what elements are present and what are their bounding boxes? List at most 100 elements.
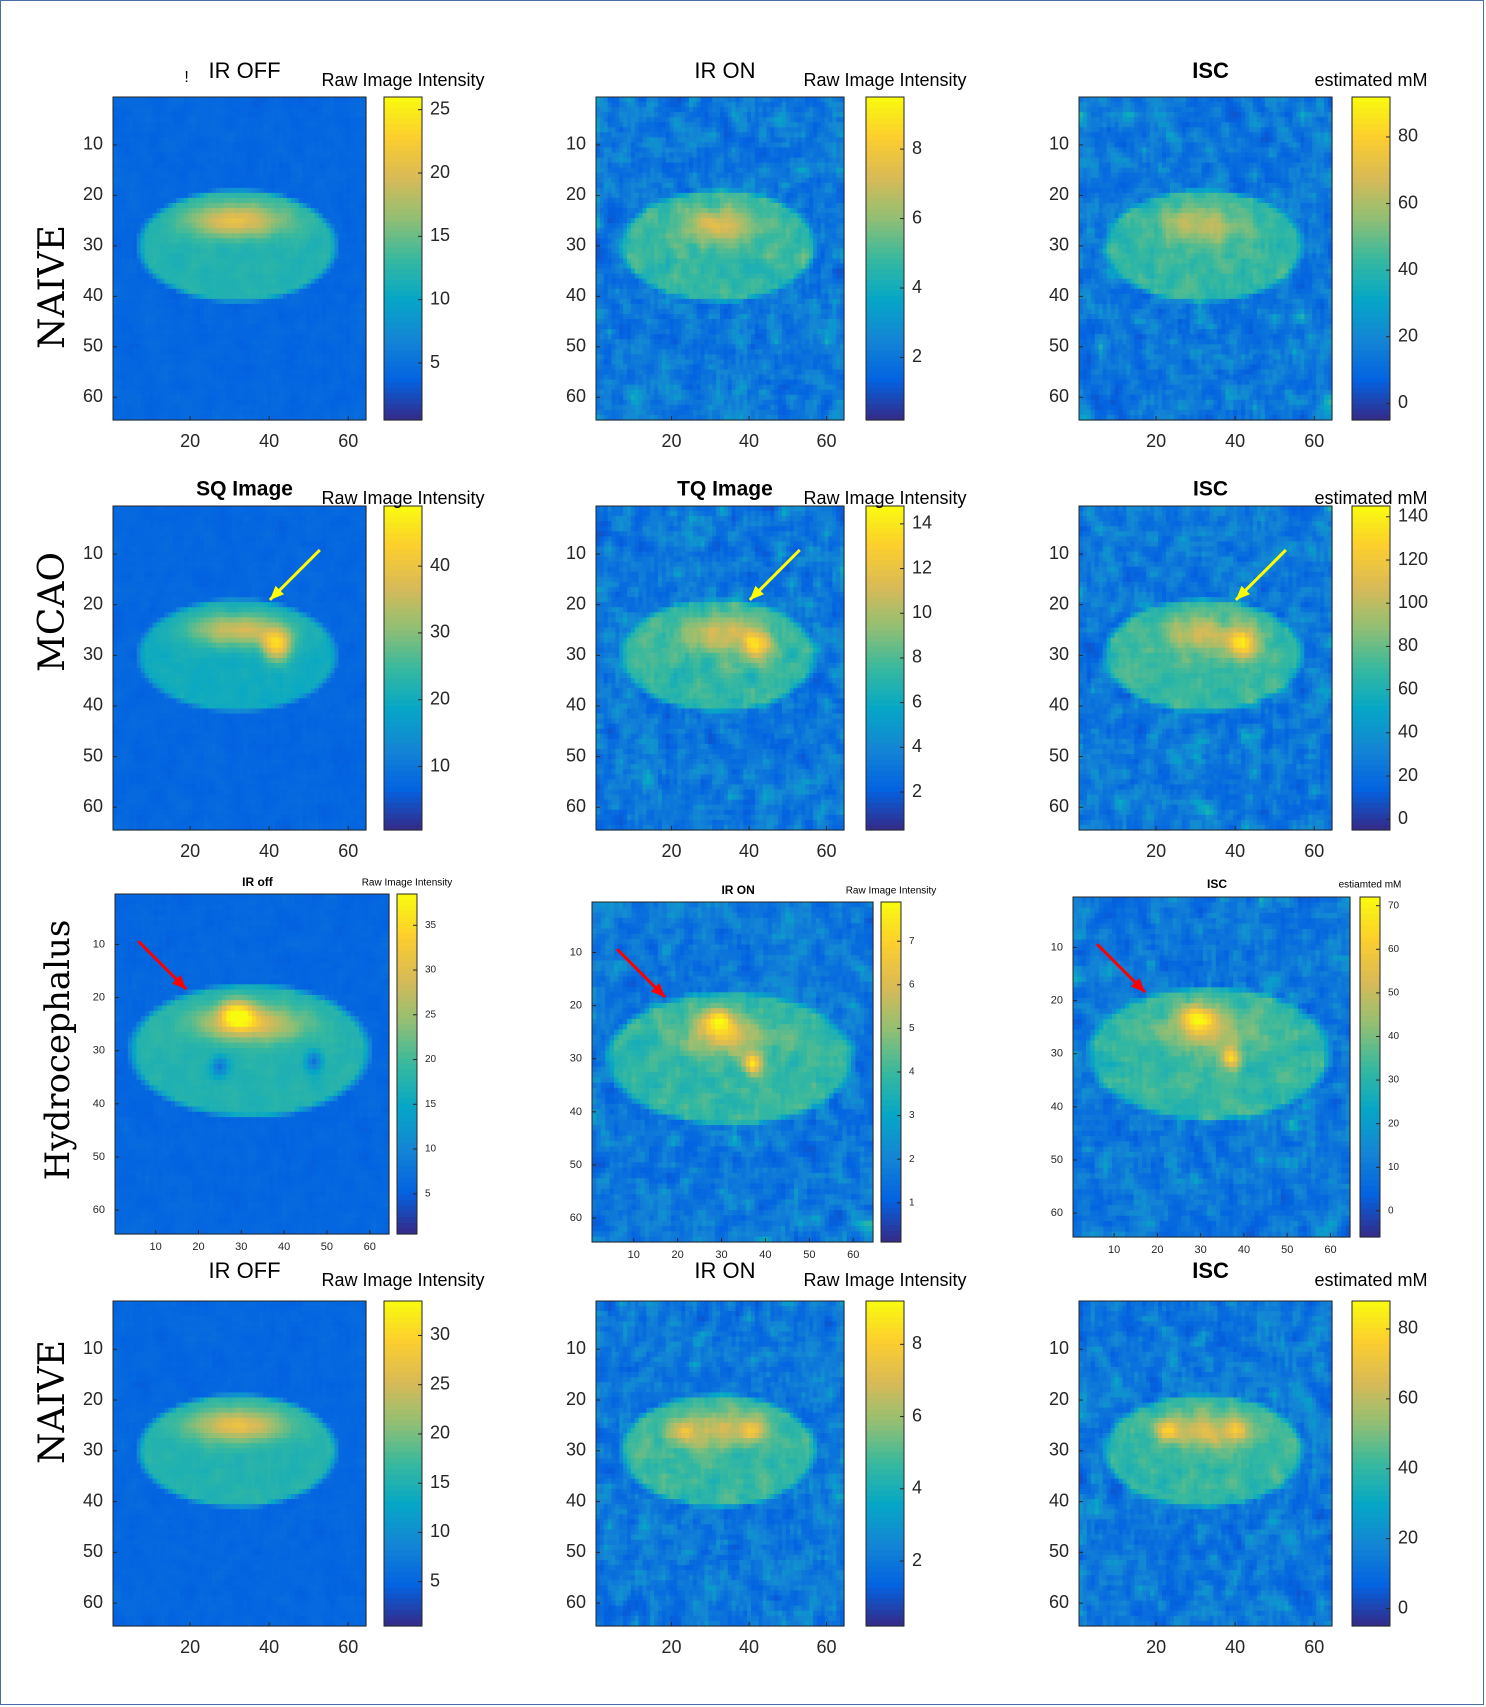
colorbar: 0 20 40 60 80 estimated mM: [1314, 70, 1428, 421]
colorbar-tick-label: 10: [425, 1144, 437, 1155]
y-tick-label: 60: [1049, 1592, 1069, 1612]
axes-frame: [1078, 96, 1333, 421]
x-tick-label: 60: [338, 841, 358, 861]
colorbar-tick-label: 15: [425, 1099, 437, 1110]
colorbar-frame: [865, 96, 905, 421]
x-tick-label: 10: [628, 1249, 640, 1261]
x-tick-label: 20: [192, 1241, 204, 1253]
colorbar-tick-label: 40: [430, 555, 450, 575]
colorbar-tick-label: 80: [1398, 126, 1418, 146]
axes-frame: [595, 96, 845, 421]
y-tick-label: 50: [566, 1541, 586, 1561]
y-tick-label: 50: [1049, 1541, 1069, 1561]
y-tick-label: 60: [566, 796, 586, 816]
colorbar-tick-label: 40: [1388, 1031, 1400, 1042]
heatmap-image: [115, 894, 390, 1235]
colorbar-label: estimated mM: [1314, 70, 1427, 90]
colorbar-tick-label: 30: [1388, 1075, 1400, 1086]
y-tick-label: 20: [93, 992, 105, 1004]
heatmap-image: [113, 97, 367, 421]
colorbar-tick-label: 20: [1398, 765, 1418, 785]
colorbar-tick-label: 40: [1398, 722, 1418, 742]
panel-isc: 10 20 30 40 50 60 20 40 60 ISC 0 20 40 60 80 estimated …: [1049, 58, 1428, 451]
row-label: NAIVE: [32, 1340, 73, 1464]
x-tick-label: 40: [1225, 1637, 1245, 1657]
x-tick-label: 30: [1195, 1244, 1207, 1256]
y-tick-label: 30: [566, 1440, 586, 1460]
y-tick-label: 60: [83, 386, 103, 406]
colorbar-label: Raw Image Intensity: [803, 1270, 966, 1290]
heatmap-image: [1079, 1301, 1333, 1627]
axes-frame: [595, 1300, 845, 1627]
axes-frame: [112, 96, 367, 421]
colorbar-label: Raw Image Intensity: [321, 488, 484, 508]
annotation-arrowhead: [269, 585, 285, 600]
x-tick-label: 20: [1151, 1244, 1163, 1256]
panel-title: IR OFF: [209, 1258, 281, 1283]
x-tick-label: 40: [259, 1637, 279, 1657]
colorbar-tick-label: 5: [425, 1188, 431, 1199]
panel-title: IR ON: [721, 883, 754, 897]
x-tick-label: 30: [715, 1249, 727, 1261]
y-tick-label: 30: [1049, 644, 1069, 664]
colorbar-label: Raw Image Intensity: [803, 488, 966, 508]
colorbar-tick-label: 50: [1388, 988, 1400, 999]
colorbar-tick-label: 2: [912, 781, 922, 801]
y-tick-label: 20: [566, 1389, 586, 1409]
axes-frame: [112, 1300, 367, 1627]
y-tick-label: 50: [1049, 336, 1069, 356]
colorbar-tick-label: 20: [430, 162, 450, 182]
x-tick-label: 20: [662, 841, 682, 861]
panel-ir-on: 10 20 30 40 50 60 20 40 60 IR ON 2 4 6 8 Raw Image Int…: [566, 58, 967, 451]
colorbar-tick-label: 8: [912, 1333, 922, 1353]
y-tick-label: 10: [1049, 1338, 1069, 1358]
axes-frame: [595, 505, 845, 831]
colorbar-tick-label: 0: [1388, 1205, 1394, 1216]
colorbar-tick-label: 80: [1398, 1318, 1418, 1338]
panel-isc: 10 20 30 40 50 60 20 40 60 ISC 0 20 40 60 80 100 120 140e…: [1049, 478, 1428, 861]
y-tick-label: 10: [93, 938, 105, 950]
x-tick-label: 20: [1146, 1637, 1166, 1657]
panel-title: IR ON: [694, 58, 755, 83]
colorbar-tick-label: 30: [430, 622, 450, 642]
y-tick-label: 10: [566, 134, 586, 154]
colorbar-tick-label: 20: [1388, 1118, 1400, 1129]
y-tick-label: 50: [83, 336, 103, 356]
panel-title: IR ON: [694, 1258, 755, 1283]
colorbar-tick-label: 15: [430, 1472, 450, 1492]
colorbar-tick-label: 6: [912, 1405, 922, 1425]
axes-frame: [1078, 505, 1333, 831]
y-tick-label: 60: [1049, 796, 1069, 816]
x-tick-label: 60: [817, 431, 837, 451]
colorbar: 2 4 6 8 10 12 14 Raw Image Intensity: [803, 488, 967, 831]
colorbar-label: Raw Image Intensity: [803, 70, 966, 90]
y-tick-label: 40: [1051, 1101, 1063, 1113]
panel-title: TQ Image: [677, 478, 773, 501]
x-tick-label: 50: [321, 1241, 333, 1253]
x-tick-label: 60: [847, 1249, 859, 1261]
colorbar-tick-label: 6: [909, 979, 915, 990]
y-tick-label: 30: [566, 644, 586, 664]
y-tick-label: 10: [83, 1338, 103, 1358]
x-tick-label: 40: [1225, 841, 1245, 861]
panel-title: IR off: [242, 875, 274, 889]
y-tick-label: 40: [1049, 1490, 1069, 1510]
colorbar: 0 20 40 60 80 estimated mM: [1314, 1270, 1428, 1627]
y-tick-label: 60: [1051, 1207, 1063, 1219]
heatmap-image: [1079, 97, 1333, 421]
colorbar-tick-label: 3: [909, 1110, 915, 1121]
colorbar-tick-label: 2: [912, 346, 922, 366]
x-tick-label: 60: [1304, 841, 1324, 861]
colorbar-label: estiamted mM: [1339, 880, 1402, 891]
panel-sq-image: 10 20 30 40 50 60 20 40 60 SQ Image 10 20 30 40 Raw Im…: [83, 478, 485, 861]
axes-frame: [114, 893, 390, 1235]
y-tick-label: 60: [93, 1204, 105, 1216]
x-tick-label: 40: [259, 841, 279, 861]
colorbar-tick-label: 25: [425, 1009, 437, 1020]
heatmap-image: [596, 1301, 845, 1627]
x-tick-label: 60: [338, 431, 358, 451]
panel-isc: 10 20 30 40 50 60 10 20 30 40 50 60 ISC 0 10 20 30 40 50 60…: [1051, 877, 1402, 1256]
y-tick-label: 10: [1049, 543, 1069, 563]
